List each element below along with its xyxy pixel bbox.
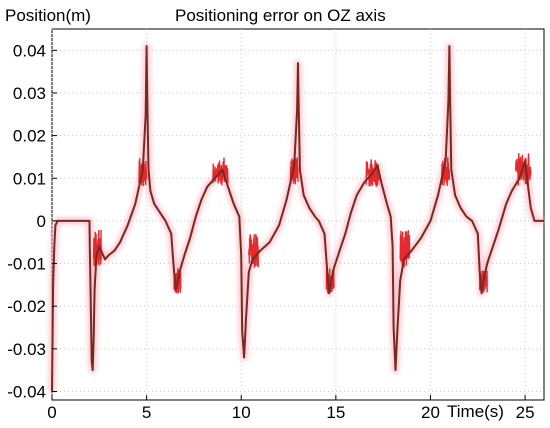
- x-tick-label: 5: [142, 403, 151, 422]
- x-axis-label: Time(s): [447, 402, 504, 421]
- y-axis-ticks: 0.04 0.03 0.02 0.01 0 -0.01 -0.02 -0.03 -0.04: [7, 41, 57, 401]
- noise-burst: [365, 159, 381, 187]
- chart-title: Positioning error on OZ axis: [175, 6, 386, 25]
- noise-burst: [92, 229, 102, 267]
- y-tick-label: -0.04: [7, 382, 46, 401]
- noise-burst: [248, 233, 259, 268]
- y-tick-label: -0.02: [7, 297, 46, 316]
- y-tick-label: 0.01: [13, 169, 46, 188]
- series-line: [51, 45, 544, 392]
- x-tick-label: 0: [47, 403, 56, 422]
- y-tick-label: 0: [37, 212, 46, 231]
- series-layer: [51, 45, 544, 392]
- y-tick-label: -0.03: [7, 340, 46, 359]
- noise-burst: [399, 230, 411, 268]
- x-tick-label: 20: [421, 403, 440, 422]
- y-tick-label: -0.01: [7, 255, 46, 274]
- y-tick-label: 0.04: [13, 41, 46, 60]
- x-tick-label: 10: [232, 403, 251, 422]
- x-tick-label: 25: [516, 403, 535, 422]
- y-axis-label: Position(m): [5, 6, 91, 25]
- x-tick-label: 15: [326, 403, 345, 422]
- y-tick-label: 0.02: [13, 127, 46, 146]
- y-tick-label: 0.03: [13, 84, 46, 103]
- x-axis-ticks: 0 5 10 15 20 25: [47, 395, 535, 422]
